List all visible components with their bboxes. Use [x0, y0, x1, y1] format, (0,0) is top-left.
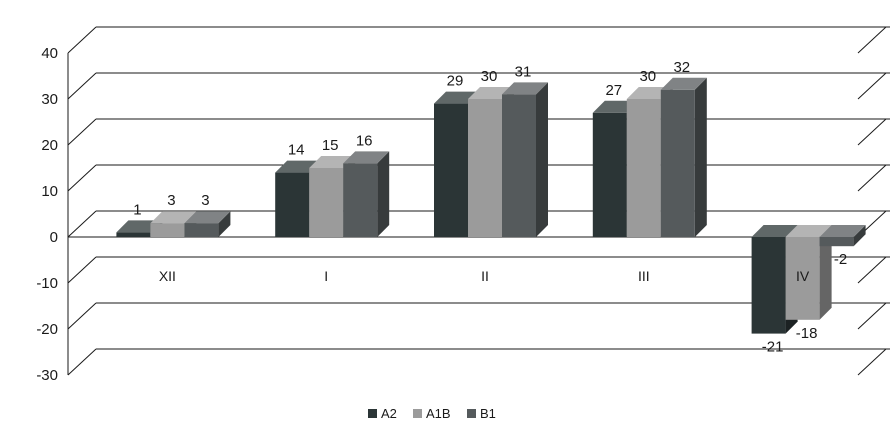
bar-top: [150, 211, 197, 224]
bar-side: [853, 225, 866, 247]
bar-front: [751, 237, 786, 334]
bar-front: [468, 99, 502, 237]
gridline-depth-right: [857, 348, 887, 376]
bar-front: [343, 163, 378, 237]
gridline-depth: [67, 118, 97, 146]
bar-front: [275, 172, 310, 237]
y-tick-label: -10: [36, 275, 58, 292]
data-labels: 1 3 3 14 15 16 29 30 31 27 30 32 -21 -18 -2: [133, 59, 847, 356]
data-label: 3: [167, 192, 175, 209]
bar-top: [751, 225, 798, 237]
bar-front: [502, 94, 536, 238]
x-tick-label: XII: [159, 268, 176, 284]
bar-B1-III: [660, 77, 707, 237]
legend-swatch: [413, 409, 422, 418]
y-axis: 40 30 20 10 0 -10 -20 -30: [36, 45, 69, 384]
bar-B1-II: [502, 82, 548, 238]
y-tick-label: 10: [41, 183, 58, 200]
bar-top: [660, 77, 707, 90]
x-tick-label: I: [324, 268, 328, 284]
y-tick-label: 20: [41, 137, 58, 154]
bar-A1B-IV: [785, 225, 832, 320]
data-label: 32: [673, 59, 690, 76]
bar-side: [218, 211, 231, 237]
data-label: 31: [515, 63, 532, 80]
legend-label: A2: [381, 406, 397, 421]
y-tick-label: 40: [41, 45, 58, 62]
data-label: -18: [796, 325, 818, 342]
legend-swatch: [368, 409, 377, 418]
data-label: 30: [481, 68, 498, 85]
legend-swatch: [467, 409, 476, 418]
bar-B1-IV: [819, 225, 866, 247]
gridline-depth-right: [857, 26, 887, 54]
data-label: 30: [639, 68, 656, 85]
bar-B1-I: [343, 151, 390, 237]
data-label: 3: [201, 192, 209, 209]
gridline-depth: [67, 72, 97, 100]
y-tick-label: -30: [36, 367, 58, 384]
gridline-depth-right: [857, 164, 887, 192]
bar-front: [150, 223, 185, 237]
data-label: 15: [322, 137, 339, 154]
gridline-depth: [67, 348, 97, 376]
gridline-depth-right: [857, 118, 887, 146]
bar-B1-XII: [184, 211, 231, 237]
data-label: 29: [447, 73, 464, 90]
bar-front: [434, 103, 468, 237]
gridline-depth: [67, 302, 97, 330]
data-label: 16: [356, 132, 373, 149]
gridline-depth: [67, 164, 97, 192]
gridline-depth-right: [857, 72, 887, 100]
legend-label: A1B: [426, 406, 451, 421]
y-tick-label: 0: [50, 229, 58, 246]
gridline-depth: [67, 26, 97, 54]
bar-top: [819, 225, 866, 237]
bar-top: [343, 151, 390, 164]
y-tick-label: -20: [36, 321, 58, 338]
bar-side: [536, 82, 548, 238]
x-axis: XII I II III IV: [159, 268, 810, 284]
legend-label: B1: [480, 406, 496, 421]
gridline-depth-right: [857, 302, 887, 330]
bar-front: [819, 237, 854, 247]
legend-item-B1: B1: [467, 406, 496, 421]
bar-front: [785, 237, 820, 320]
legend-item-A2: A2: [368, 406, 397, 421]
bar-top: [502, 82, 548, 95]
bar-front: [592, 112, 627, 237]
bar-side: [377, 151, 390, 237]
gridline-depth-right: [857, 256, 887, 284]
data-label: -2: [834, 251, 847, 268]
x-tick-label: II: [481, 268, 489, 284]
x-tick-label: IV: [796, 268, 810, 284]
bar-front: [660, 89, 695, 237]
bar-front: [626, 99, 661, 237]
legend: A2 A1B B1: [368, 406, 496, 421]
data-label: -21: [762, 339, 784, 356]
data-label: 27: [605, 82, 622, 99]
gridline-depth: [67, 210, 97, 238]
bar-front: [309, 168, 344, 237]
bar-side: [819, 225, 832, 320]
bars: [116, 77, 866, 334]
y-tick-label: 30: [41, 91, 58, 108]
bar-side: [694, 77, 707, 237]
bar-front: [184, 223, 219, 237]
gridline-depth: [67, 256, 97, 284]
bar-top: [184, 211, 231, 224]
x-tick-label: III: [638, 268, 650, 284]
legend-item-A1B: A1B: [413, 406, 451, 421]
data-label: 14: [288, 142, 305, 159]
data-label: 1: [133, 201, 141, 218]
bar-front: [116, 232, 151, 237]
bar-top: [785, 225, 832, 237]
